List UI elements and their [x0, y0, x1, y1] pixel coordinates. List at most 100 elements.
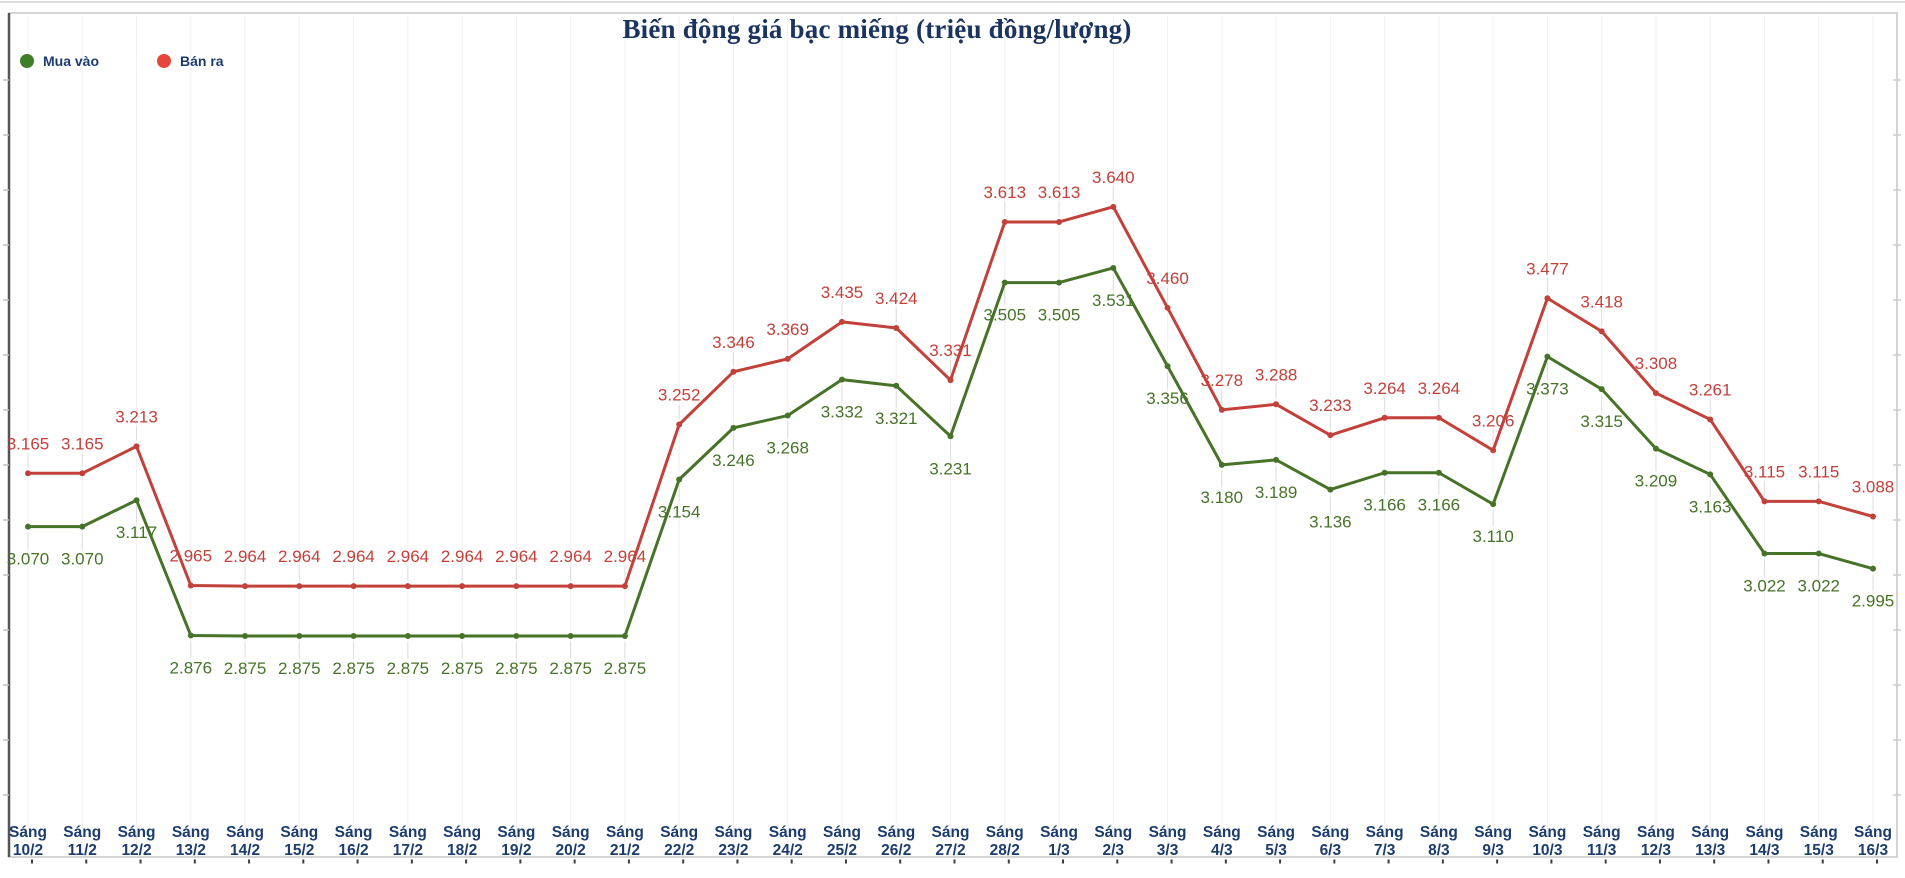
data-point-mua-vao[interactable] [1598, 386, 1605, 393]
data-point-ban-ra[interactable] [1056, 218, 1063, 225]
side-ticks [3, 79, 1901, 796]
data-label-ban-ra: 3.264 [1363, 379, 1406, 398]
legend-label-ban-ra: Bán ra [180, 53, 224, 69]
data-point-ban-ra[interactable] [1435, 414, 1442, 421]
data-label-mua-vao: 3.321 [875, 409, 918, 428]
data-point-mua-vao[interactable] [296, 633, 303, 639]
data-point-mua-vao[interactable] [1218, 461, 1225, 468]
data-point-ban-ra[interactable] [1707, 416, 1714, 423]
data-point-ban-ra[interactable] [1598, 328, 1605, 335]
data-point-mua-vao[interactable] [621, 633, 628, 639]
data-point-mua-vao[interactable] [242, 633, 249, 639]
data-point-ban-ra[interactable] [567, 583, 574, 590]
data-point-ban-ra[interactable] [1110, 203, 1117, 210]
data-point-ban-ra[interactable] [1544, 295, 1551, 302]
data-point-ban-ra[interactable] [1815, 498, 1822, 505]
data-label-ban-ra: 3.165 [7, 434, 50, 453]
data-point-mua-vao[interactable] [1273, 456, 1280, 463]
data-point-ban-ra[interactable] [133, 443, 140, 450]
data-point-mua-vao[interactable] [459, 633, 466, 639]
data-point-ban-ra[interactable] [1218, 406, 1225, 413]
data-point-mua-vao[interactable] [893, 382, 900, 389]
data-point-mua-vao[interactable] [784, 412, 791, 419]
x-axis-label: Sáng 10/3 [1528, 824, 1566, 859]
data-point-mua-vao[interactable] [838, 376, 845, 383]
data-label-ban-ra: 3.331 [929, 341, 972, 360]
top-divider [0, 1, 1905, 3]
data-point-mua-vao[interactable] [1001, 279, 1008, 286]
data-point-mua-vao[interactable] [1544, 353, 1551, 360]
data-point-ban-ra[interactable] [513, 583, 520, 590]
data-point-ban-ra[interactable] [1490, 447, 1497, 454]
data-point-ban-ra[interactable] [1761, 498, 1768, 505]
data-point-mua-vao[interactable] [1761, 550, 1768, 557]
data-point-mua-vao[interactable] [1164, 363, 1171, 370]
data-point-ban-ra[interactable] [1327, 432, 1334, 439]
data-point-mua-vao[interactable] [1110, 264, 1117, 271]
data-label-mua-vao: 3.163 [1689, 497, 1732, 516]
data-point-mua-vao[interactable] [350, 633, 357, 639]
data-point-ban-ra[interactable] [242, 583, 249, 590]
data-point-ban-ra[interactable] [25, 470, 31, 477]
data-label-ban-ra: 3.115 [1798, 462, 1839, 481]
legend-item-ban-ra[interactable]: Bán ra [157, 53, 224, 69]
data-point-mua-vao[interactable] [1056, 279, 1063, 286]
data-point-mua-vao[interactable] [1707, 471, 1714, 478]
data-point-ban-ra[interactable] [1381, 414, 1388, 421]
data-label-ban-ra: 3.213 [115, 407, 158, 426]
data-point-ban-ra[interactable] [1870, 513, 1876, 520]
data-point-mua-vao[interactable] [947, 433, 954, 440]
data-point-mua-vao[interactable] [404, 633, 411, 639]
data-point-mua-vao[interactable] [513, 633, 520, 639]
data-point-mua-vao[interactable] [730, 424, 737, 431]
data-point-ban-ra[interactable] [1001, 218, 1008, 225]
data-label-mua-vao: 3.180 [1201, 488, 1244, 507]
data-point-ban-ra[interactable] [459, 583, 466, 590]
data-point-ban-ra[interactable] [79, 470, 86, 477]
data-point-ban-ra[interactable] [1652, 390, 1659, 397]
data-point-mua-vao[interactable] [133, 497, 140, 504]
data-point-mua-vao[interactable] [567, 633, 574, 639]
data-point-mua-vao[interactable] [25, 523, 31, 530]
data-point-mua-vao[interactable] [79, 523, 86, 530]
x-axis-label: Sáng 15/2 [280, 824, 318, 859]
x-axis-label: Sáng 19/2 [497, 824, 535, 859]
data-point-ban-ra[interactable] [350, 583, 357, 590]
data-point-ban-ra[interactable] [296, 583, 303, 590]
x-axis-label: Sáng 14/3 [1746, 824, 1784, 859]
data-point-ban-ra[interactable] [621, 583, 628, 590]
legend-item-mua-vao[interactable]: Mua vào [20, 53, 99, 69]
data-point-ban-ra[interactable] [893, 325, 900, 332]
data-label-mua-vao: 3.332 [821, 403, 864, 422]
data-label-mua-vao: 3.268 [766, 439, 809, 458]
x-axis-label: Sáng 9/3 [1474, 824, 1512, 859]
data-point-mua-vao[interactable] [1870, 565, 1876, 572]
data-point-mua-vao[interactable] [1652, 445, 1659, 452]
data-point-ban-ra[interactable] [404, 583, 411, 590]
data-point-ban-ra[interactable] [187, 582, 194, 589]
data-point-ban-ra[interactable] [784, 355, 791, 362]
data-label-ban-ra: 3.278 [1201, 371, 1244, 390]
data-point-mua-vao[interactable] [1815, 550, 1822, 557]
data-point-ban-ra[interactable] [1164, 304, 1171, 311]
data-label-ban-ra: 3.418 [1580, 292, 1623, 311]
data-point-mua-vao[interactable] [1381, 469, 1388, 476]
legend: Mua vào Bán ra [20, 53, 224, 69]
x-axis-label: Sáng 24/2 [769, 824, 807, 859]
x-axis-label: Sáng 11/2 [63, 824, 101, 859]
x-axis-label: Sáng 27/2 [932, 824, 970, 859]
data-point-mua-vao[interactable] [1327, 486, 1334, 493]
data-point-ban-ra[interactable] [947, 377, 954, 384]
data-point-ban-ra[interactable] [730, 368, 737, 375]
x-axis-label: Sáng 10/2 [9, 824, 47, 859]
data-label-mua-vao: 2.875 [224, 659, 267, 678]
data-point-mua-vao[interactable] [1435, 469, 1442, 476]
data-point-mua-vao[interactable] [676, 476, 683, 483]
data-point-ban-ra[interactable] [838, 318, 845, 325]
data-point-ban-ra[interactable] [676, 421, 683, 428]
data-point-ban-ra[interactable] [1273, 401, 1280, 408]
data-label-mua-vao: 3.231 [929, 459, 972, 478]
data-point-mua-vao[interactable] [187, 632, 194, 639]
data-label-mua-vao: 3.531 [1092, 291, 1135, 310]
data-point-mua-vao[interactable] [1490, 501, 1497, 508]
